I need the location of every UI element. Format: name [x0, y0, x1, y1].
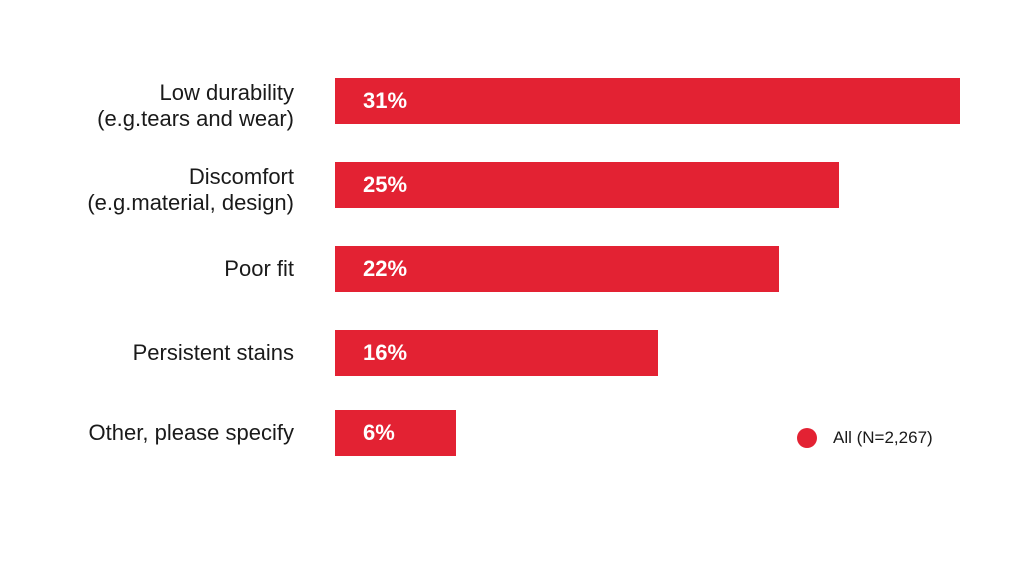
bar: 22%	[335, 246, 779, 292]
category-label: Poor fit	[224, 256, 294, 281]
legend-dot-icon	[797, 428, 817, 448]
bar-value-label: 22%	[363, 256, 408, 281]
bar: 6%	[335, 410, 456, 456]
category-label: Low durability (e.g.tears and wear)	[97, 80, 294, 131]
category-label: Discomfort (e.g.material, design)	[87, 164, 294, 215]
bar: 16%	[335, 330, 658, 376]
bar: 25%	[335, 162, 840, 208]
bar-value-label: 6%	[363, 420, 395, 445]
bar-value-label: 25%	[363, 172, 408, 197]
bar-value-label: 16%	[363, 340, 408, 365]
legend: All (N=2,267)	[797, 428, 933, 448]
category-label: Other, please specify	[88, 420, 294, 445]
bar-value-label: 31%	[363, 88, 408, 113]
bar: 31%	[335, 78, 960, 124]
legend-label: All (N=2,267)	[833, 428, 933, 447]
category-label: Persistent stains	[132, 340, 294, 365]
